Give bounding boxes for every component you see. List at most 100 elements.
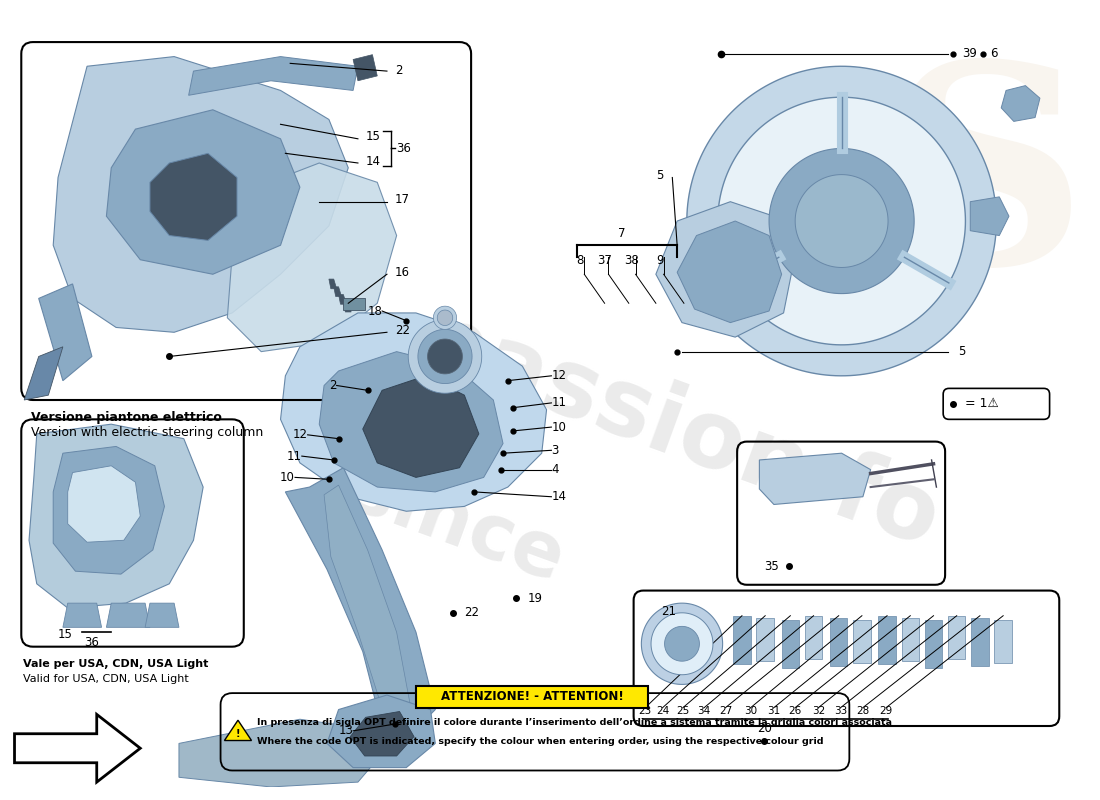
Polygon shape (53, 57, 349, 332)
Text: 15: 15 (58, 628, 73, 641)
Text: 22: 22 (395, 324, 409, 337)
Text: Versione piantone elettrico: Versione piantone elettrico (31, 411, 222, 424)
Text: In presenza di sigla OPT definire il colore durante l’inserimento dell’ordine a : In presenza di sigla OPT definire il col… (257, 718, 892, 726)
Polygon shape (39, 284, 92, 381)
Polygon shape (145, 603, 179, 627)
Polygon shape (324, 485, 411, 719)
Text: 38: 38 (625, 254, 639, 267)
Polygon shape (879, 616, 895, 664)
Text: 14: 14 (365, 154, 381, 167)
Polygon shape (759, 454, 870, 505)
Polygon shape (228, 163, 397, 352)
Polygon shape (418, 330, 472, 383)
Text: 31: 31 (768, 706, 781, 717)
Text: 13: 13 (338, 724, 353, 738)
Text: 14: 14 (551, 490, 566, 503)
Text: ATTENZIONE! - ATTENTION!: ATTENZIONE! - ATTENTION! (441, 690, 624, 703)
Polygon shape (14, 714, 141, 782)
Polygon shape (925, 619, 943, 668)
Polygon shape (438, 310, 453, 326)
Text: 18: 18 (367, 305, 382, 318)
Text: 21: 21 (661, 606, 675, 618)
Text: 32: 32 (812, 706, 825, 717)
Text: 25: 25 (676, 706, 690, 717)
Text: !: ! (235, 729, 240, 738)
Text: since: since (339, 453, 573, 598)
Text: 16: 16 (395, 266, 409, 279)
Polygon shape (319, 352, 503, 492)
Polygon shape (350, 711, 414, 756)
Text: 27: 27 (719, 706, 733, 717)
Text: 39: 39 (962, 47, 978, 60)
Text: 9: 9 (656, 254, 663, 267)
Text: 2: 2 (329, 379, 337, 392)
Polygon shape (656, 202, 793, 337)
Polygon shape (339, 294, 346, 304)
Polygon shape (280, 313, 547, 511)
Polygon shape (686, 66, 997, 376)
Text: 20: 20 (757, 722, 772, 735)
Polygon shape (63, 603, 101, 627)
Text: S: S (887, 53, 1087, 322)
Polygon shape (902, 618, 918, 661)
Polygon shape (805, 616, 823, 659)
Polygon shape (188, 57, 358, 95)
Polygon shape (757, 618, 774, 661)
Text: 5: 5 (958, 345, 965, 358)
Text: 4: 4 (551, 463, 559, 476)
Text: 34: 34 (697, 706, 711, 717)
Polygon shape (782, 619, 799, 668)
Text: 30: 30 (744, 706, 757, 717)
Polygon shape (651, 613, 713, 674)
Polygon shape (830, 618, 847, 666)
Text: 37: 37 (597, 254, 612, 267)
Bar (343, 298, 365, 310)
Text: 5: 5 (657, 169, 663, 182)
Polygon shape (150, 154, 236, 240)
Polygon shape (678, 221, 782, 322)
Polygon shape (970, 197, 1009, 235)
Text: 24: 24 (656, 706, 669, 717)
Text: 11: 11 (551, 397, 566, 410)
Polygon shape (363, 376, 478, 478)
Text: 2: 2 (395, 64, 403, 77)
Polygon shape (971, 618, 989, 666)
Polygon shape (107, 603, 150, 627)
Text: 36: 36 (85, 636, 99, 650)
Bar (416, 686, 648, 708)
Polygon shape (107, 110, 300, 274)
Text: Valid for USA, CDN, USA Light: Valid for USA, CDN, USA Light (23, 674, 189, 684)
Polygon shape (179, 719, 387, 787)
Polygon shape (428, 339, 462, 374)
Text: Vale per USA, CDN, USA Light: Vale per USA, CDN, USA Light (23, 659, 209, 669)
Text: 33: 33 (834, 706, 847, 717)
Text: 23: 23 (639, 706, 652, 717)
Polygon shape (664, 626, 700, 661)
Text: 11: 11 (287, 450, 301, 462)
Text: 7: 7 (618, 227, 626, 240)
Text: Where the code OPT is indicated, specify the colour when entering order, using t: Where the code OPT is indicated, specify… (257, 737, 824, 746)
Polygon shape (68, 466, 141, 542)
Text: 26: 26 (789, 706, 802, 717)
Polygon shape (333, 287, 341, 297)
Polygon shape (343, 302, 351, 312)
Text: 3: 3 (551, 444, 559, 457)
Text: 12: 12 (293, 428, 308, 442)
Text: 10: 10 (280, 471, 295, 484)
Text: 15: 15 (365, 130, 381, 143)
Text: 8: 8 (576, 254, 584, 267)
Text: 19: 19 (527, 592, 542, 605)
Polygon shape (285, 468, 436, 729)
Text: = 1⚠: = 1⚠ (960, 398, 999, 410)
Polygon shape (734, 616, 750, 664)
Text: 35: 35 (764, 560, 779, 573)
Polygon shape (327, 695, 436, 767)
Polygon shape (353, 54, 377, 81)
Polygon shape (433, 306, 456, 330)
Polygon shape (329, 279, 337, 289)
Polygon shape (994, 619, 1012, 663)
Polygon shape (854, 619, 870, 663)
Polygon shape (641, 603, 723, 685)
Text: 17: 17 (395, 194, 409, 206)
Text: Version with electric steering column: Version with electric steering column (31, 426, 263, 439)
